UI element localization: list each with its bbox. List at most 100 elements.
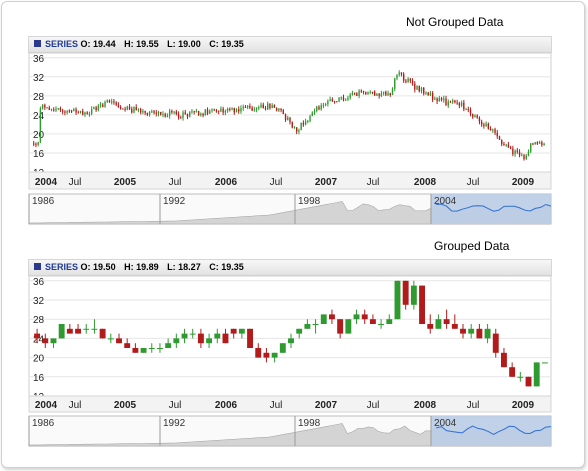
legend-high-key: H: (124, 262, 134, 272)
candle-body (541, 142, 543, 146)
scroller-selection-line (436, 203, 552, 212)
candle-body (211, 109, 213, 111)
legend-open-key: O: (80, 262, 91, 272)
candle-body (293, 127, 296, 129)
candle-body (345, 319, 352, 334)
candle-body (41, 104, 44, 109)
candle-body (307, 120, 309, 122)
candle-body (246, 106, 249, 108)
candle-body (162, 113, 164, 115)
candle-body (418, 86, 420, 92)
candle-body (217, 110, 220, 112)
candle-body (262, 104, 264, 109)
candle-body (298, 130, 300, 132)
candle-body (50, 338, 57, 344)
x-axis-band (28, 395, 552, 413)
candle-body (525, 376, 532, 387)
candle-body (226, 108, 229, 111)
candle-body (347, 97, 349, 100)
candle-body (77, 112, 79, 114)
candle-body (320, 314, 327, 324)
candle-body (184, 112, 186, 115)
candle-body (82, 110, 84, 115)
scroller-label: 2004 (434, 196, 457, 207)
x-tick-label: 2008 (414, 400, 437, 411)
candle-body (469, 109, 472, 115)
candle-body (474, 115, 476, 118)
candle-body (509, 147, 512, 149)
x-axis-band (28, 171, 552, 190)
legend-low: 19.00 (178, 39, 201, 49)
candle-body (345, 99, 347, 101)
candle-body (338, 97, 340, 102)
candle-body (460, 328, 466, 334)
candle-body (425, 92, 427, 94)
legend-low: 18.27 (178, 262, 201, 272)
legend-low-key: L: (167, 262, 176, 272)
candle-body (543, 143, 545, 146)
candle-body (492, 333, 499, 353)
candle-body (191, 111, 193, 113)
candle-body (369, 319, 376, 324)
candle-body (440, 98, 443, 101)
candle-body (204, 109, 207, 116)
candle-body (402, 280, 409, 305)
candle-body (230, 328, 237, 334)
candle-body (275, 107, 278, 111)
candle-body (304, 121, 307, 125)
candle-body (514, 150, 516, 155)
candle-body (44, 104, 46, 108)
legend-close: 19.35 (221, 39, 244, 49)
candle-body (494, 129, 496, 133)
candle-body (405, 80, 407, 83)
candle-body (329, 314, 335, 320)
candle-body (476, 328, 483, 339)
candle-body (64, 111, 66, 113)
candle-body (394, 280, 401, 320)
x-tick-label: Jul (270, 177, 283, 188)
candle-body (498, 136, 501, 140)
candle-body (427, 92, 429, 96)
scroller-label: 1992 (163, 196, 186, 207)
y-tick-label: 24 (33, 334, 45, 345)
candle-body (140, 348, 147, 353)
scroller-selection (431, 194, 551, 224)
scroller-label: 1998 (298, 196, 321, 207)
candle-body (447, 101, 449, 106)
candle-body (451, 324, 458, 329)
candle-body (443, 98, 445, 101)
candle-body (521, 155, 523, 157)
candle-body (148, 348, 155, 349)
x-tick-label: 2008 (414, 177, 437, 188)
candle-body (534, 142, 536, 145)
candle-body (166, 115, 169, 117)
candle-body (484, 328, 491, 339)
candle-body (214, 333, 221, 339)
candle-body (400, 72, 403, 75)
candle-body (142, 111, 144, 113)
x-tick-label: Jul (69, 177, 82, 188)
candle-body (409, 78, 412, 81)
candle-body (313, 111, 316, 113)
candle-body (349, 94, 351, 98)
legend-high: 19.55 (136, 39, 159, 49)
y-tick-label: 28 (33, 315, 45, 326)
candle-body (55, 108, 57, 111)
candle-body (527, 151, 530, 156)
y-tick-label: 28 (33, 92, 45, 103)
candle-body (135, 107, 137, 110)
candle-body (206, 109, 209, 114)
candle-body (282, 110, 285, 115)
x-tick-label: 2004 (35, 177, 58, 188)
candle-body (249, 106, 251, 108)
candle-body (151, 111, 153, 113)
candle-body (106, 100, 108, 102)
legend-close-key: C: (209, 262, 219, 272)
candle-body (177, 113, 180, 118)
candle-body (371, 91, 374, 93)
candle-body (33, 143, 35, 145)
candle-body (75, 109, 77, 113)
candle-body (516, 150, 519, 152)
